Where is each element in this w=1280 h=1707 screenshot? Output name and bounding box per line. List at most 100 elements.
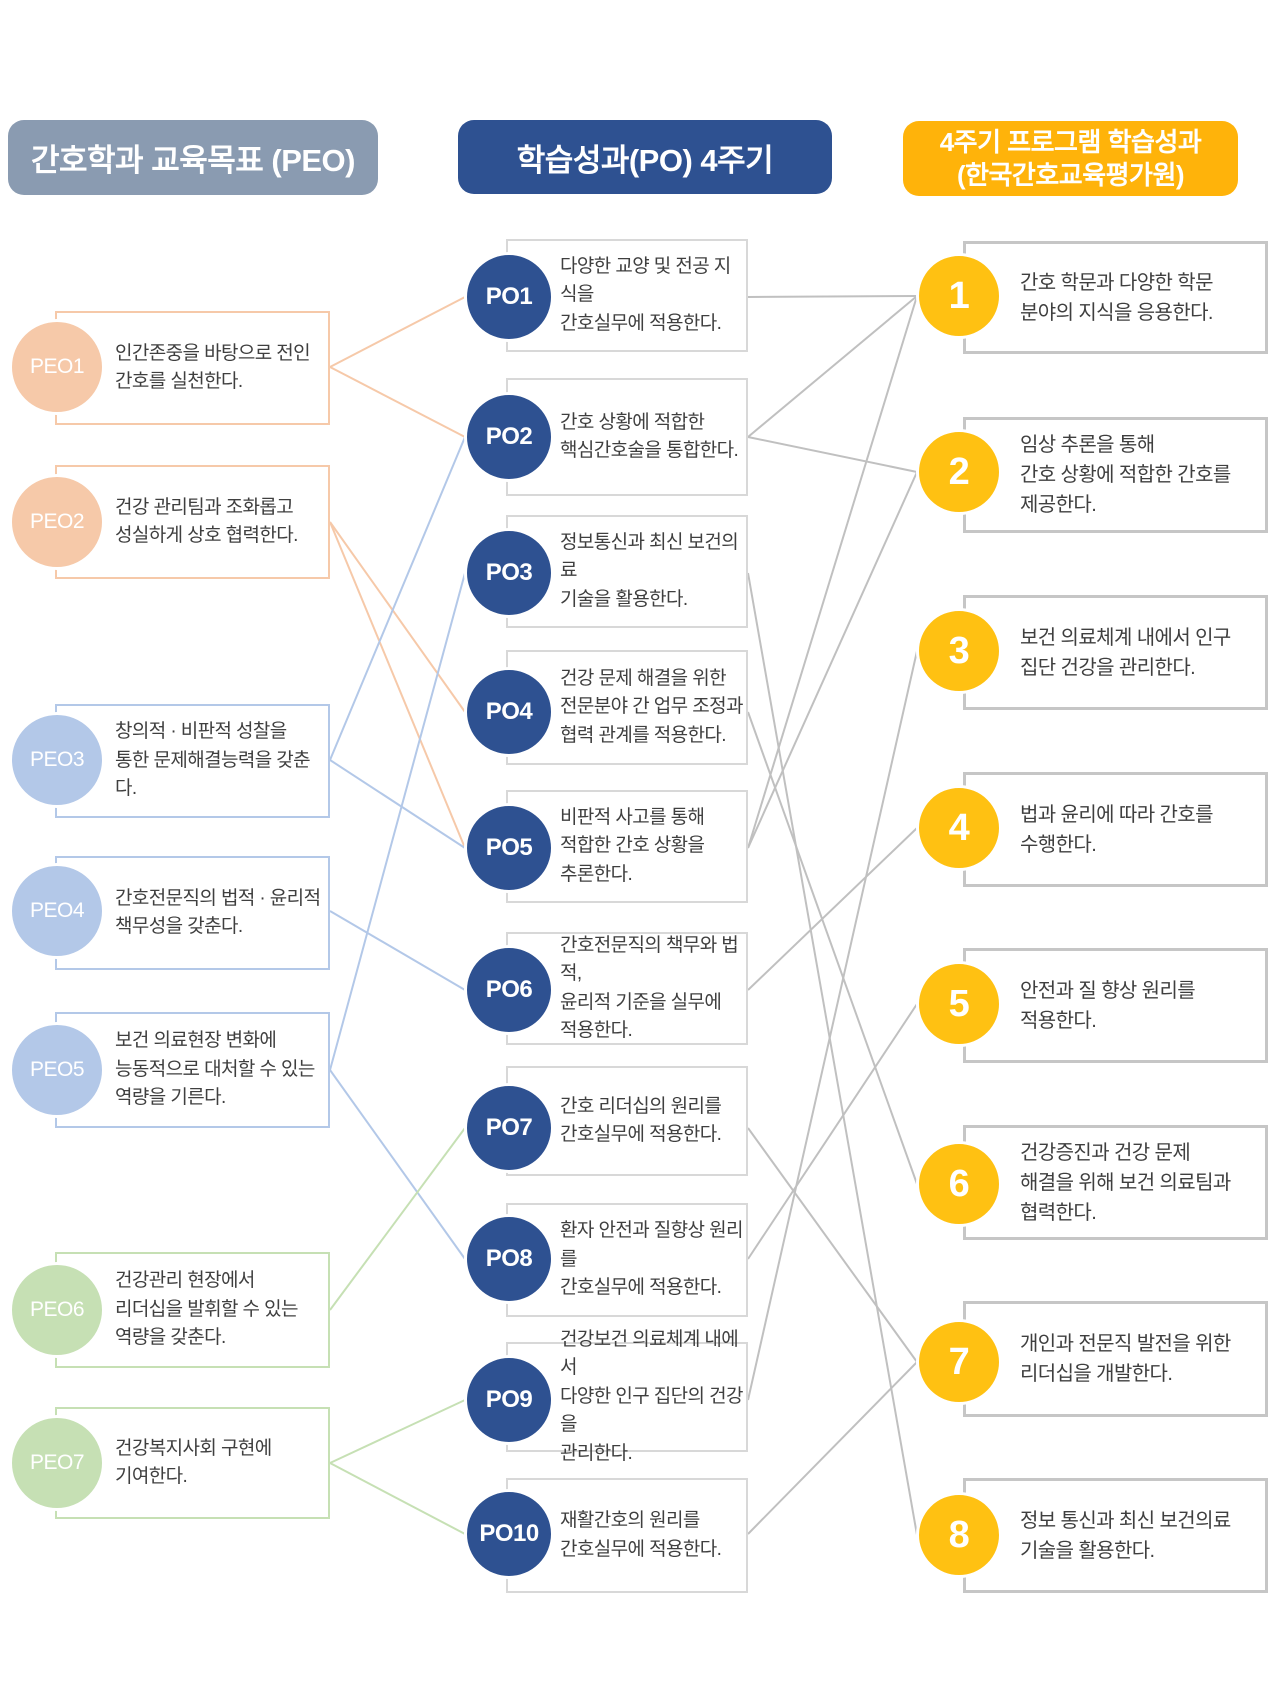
po-circle-label-PO7: PO7 [485,1114,533,1141]
link-PO5-N1 [747,295,918,849]
link-PO8-N5 [747,1003,918,1260]
program-text-N4: 법과 윤리에 따라 간호를 수행한다. [1020,803,1213,856]
program-circle-label-N4: 4 [948,806,970,849]
po-circle-label-PO3: PO3 [485,559,533,586]
po-circle-PO10: PO10 [464,1489,554,1579]
po-circle-label-PO10: PO10 [479,1520,539,1547]
po-box-PO6: 간호전문직의 책무와 법적, 윤리적 기준을 실무에 적용한다. [506,932,748,1045]
link-PO4-N6 [747,711,918,1185]
peo-text-PEO4: 간호전문직의 법적 · 윤리적 책무성을 갖춘다. [115,887,321,938]
program-circle-N7: 7 [916,1319,1002,1405]
link-PEO3-PO5 [329,759,466,849]
po-text-PO1: 다양한 교양 및 전공 지식을 간호실무에 적용한다. [560,255,731,334]
program-box-N3: 보건 의료체계 내에서 인구 집단 건강을 관리한다. [963,595,1268,710]
po-circle-label-PO5: PO5 [485,834,533,861]
link-PEO5-PO3 [329,572,466,1071]
po-circle-PO6: PO6 [464,945,554,1035]
peo-text-PEO2: 건강 관리팀과 조화롭고 성실하게 상호 협력한다. [115,496,298,547]
program-text-N1: 간호 학문과 다양한 학문 분야의 지식을 응용한다. [1020,271,1213,324]
link-PO1-N1 [747,295,918,298]
po-text-PO7: 간호 리더십의 원리를 간호실무에 적용한다. [560,1095,722,1146]
program-circle-label-N3: 3 [948,629,970,672]
peo-text-PEO5: 보건 의료현장 변화에 능동적으로 대처할 수 있는 역량을 기른다. [115,1030,315,1109]
program-circle-label-N7: 7 [948,1340,970,1383]
po-circle-label-PO1: PO1 [485,283,533,310]
peo-circle-label-PEO6: PEO6 [29,1298,85,1321]
po-circle-PO5: PO5 [464,803,554,893]
peo-circle-label-PEO1: PEO1 [29,355,85,378]
peo-circle-PEO2: PEO2 [9,474,105,570]
peo-circle-label-PEO2: PEO2 [29,510,85,533]
program-circle-label-N8: 8 [948,1513,970,1556]
link-PEO2-PO5 [329,521,466,849]
po-text-PO4: 건강 문제 해결을 위한 전문분야 간 업무 조정과 협력 관계를 적용한다. [560,667,743,746]
link-PO5-N2 [747,471,918,849]
program-text-N3: 보건 의료체계 내에서 인구 집단 건강을 관리한다. [1020,626,1231,679]
peo-circle-PEO4: PEO4 [9,863,105,959]
program-text-N8: 정보 통신과 최신 보건의료 기술을 활용한다. [1020,1509,1231,1562]
link-PEO6-PO7 [329,1127,466,1311]
program-circle-N3: 3 [916,608,1002,694]
link-PEO2-PO4 [329,521,466,713]
peo-circle-label-PEO3: PEO3 [29,748,85,771]
link-PEO5-PO8 [329,1069,466,1260]
po-circle-label-PO8: PO8 [485,1245,533,1272]
link-PO2-N1 [747,295,918,438]
po-circle-label-PO4: PO4 [485,698,533,725]
po-text-PO5: 비판적 사고를 통해 적합한 간호 상황을 추론한다. [560,806,705,885]
program-text-N6: 건강증진과 건강 문제 해결을 위해 보건 의료팀과 협력한다. [1020,1141,1231,1224]
po-text-PO6: 간호전문직의 책무와 법적, 윤리적 기준을 실무에 적용한다. [560,934,739,1042]
program-outcome-column-header: 4주기 프로그램 학습성과 (한국간호교육평가원) [903,121,1238,196]
program-circle-label-N2: 2 [948,450,970,493]
program-outcome-header-line1: 4주기 프로그램 학습성과 [939,127,1202,157]
link-PO6-N4 [747,827,918,991]
program-circle-label-N5: 5 [948,982,970,1025]
peo-box-PEO3: 창의적 · 비판적 성찰을 통한 문제해결능력을 갖춘다. [55,704,330,818]
po-circle-PO4: PO4 [464,667,554,757]
program-circle-N2: 2 [916,429,1002,515]
peo-column-header-label: 간호학과 교육목표 (PEO) [31,143,356,178]
link-PO9-N3 [747,650,918,1401]
po-circle-label-PO9: PO9 [485,1386,533,1413]
program-circle-label-N6: 6 [948,1162,970,1205]
program-outcome-header-line2: (한국간호교육평가원) [956,159,1185,190]
po-box-PO2: 간호 상황에 적합한 핵심간호술을 통합한다. [506,378,748,496]
program-circle-N4: 4 [916,785,1002,871]
program-box-N6: 건강증진과 건강 문제 해결을 위해 보건 의료팀과 협력한다. [963,1125,1268,1240]
program-text-N2: 임상 추론을 통해 간호 상황에 적합한 간호를 제공한다. [1020,434,1231,516]
po-circle-PO8: PO8 [464,1214,554,1304]
po-column-header: 학습성과(PO) 4주기 [458,120,832,194]
po-circle-PO3: PO3 [464,528,554,618]
peo-text-PEO6: 건강관리 현장에서 리더십을 발휘할 수 있는 역량을 갖춘다. [115,1270,298,1349]
program-text-N7: 개인과 전문직 발전을 위한 리더십을 개발한다. [1020,1333,1231,1385]
peo-circle-label-PEO4: PEO4 [29,899,85,922]
po-circle-PO2: PO2 [464,392,554,482]
peo-circle-PEO3: PEO3 [9,712,105,808]
po-circle-PO7: PO7 [464,1083,554,1173]
peo-box-PEO6: 건강관리 현장에서 리더십을 발휘할 수 있는 역량을 갖춘다. [55,1252,330,1368]
link-PEO1-PO1 [329,296,466,368]
po-column-header-label: 학습성과(PO) 4주기 [516,142,774,178]
peo-circle-label-PEO7: PEO7 [29,1451,85,1474]
link-PEO4-PO6 [329,910,466,991]
program-circle-N6: 6 [916,1141,1002,1227]
program-box-N5: 안전과 질 향상 원리를 적용한다. [963,948,1268,1063]
peo-circle-PEO7: PEO7 [9,1415,105,1511]
link-PO10-N7 [747,1361,918,1535]
po-circle-label-PO6: PO6 [485,976,533,1003]
po-text-PO2: 간호 상황에 적합한 핵심간호술을 통합한다. [560,411,739,462]
program-circle-N8: 8 [916,1492,1002,1578]
link-PO7-N7 [747,1127,918,1363]
link-PEO7-PO10 [329,1462,466,1535]
peo-circle-PEO1: PEO1 [9,319,105,415]
peo-box-PEO5: 보건 의료현장 변화에 능동적으로 대처할 수 있는 역량을 기른다. [55,1012,330,1128]
po-text-PO10: 재활간호의 원리를 간호실무에 적용한다. [560,1510,722,1560]
po-text-PO8: 환자 안전과 질향상 원리를 간호실무에 적용한다. [560,1220,743,1299]
po-circle-PO9: PO9 [464,1355,554,1445]
program-box-N4: 법과 윤리에 따라 간호를 수행한다. [963,772,1268,887]
peo-text-PEO7: 건강복지사회 구현에 기여한다. [115,1437,272,1488]
link-PEO7-PO9 [329,1399,466,1464]
link-PO3-N8 [747,572,918,1536]
